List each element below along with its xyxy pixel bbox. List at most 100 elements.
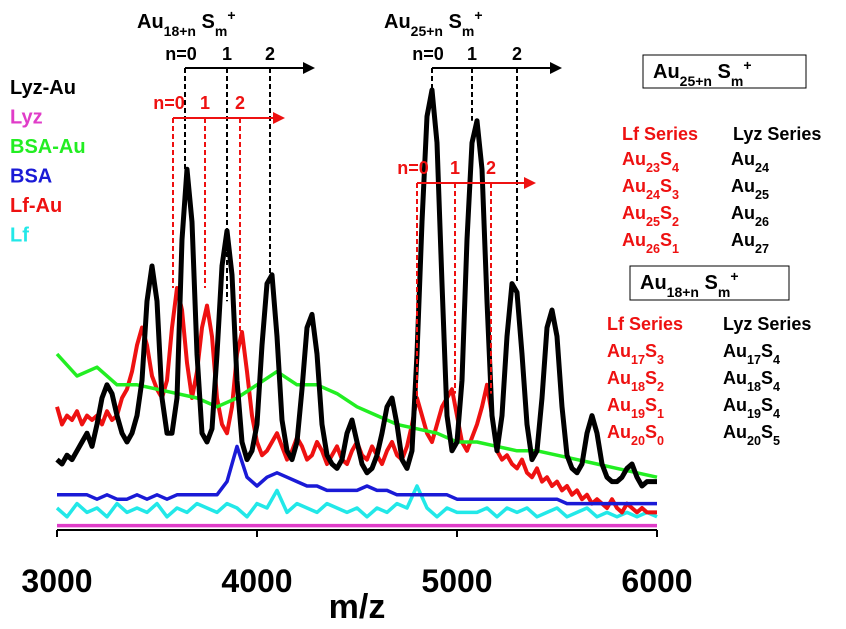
formula-part: Au (731, 176, 755, 196)
formula-part: Au (607, 368, 631, 388)
marker-label: 2 (265, 44, 275, 64)
x-axis-label: m/z (329, 588, 386, 626)
legend-entry: Lf-Au (10, 195, 62, 217)
box-formula: Au18+n Sm+ (640, 268, 739, 300)
series-formula: Au26 (731, 203, 769, 229)
formula-part: 24 (646, 188, 660, 202)
formula-part: 5 (773, 434, 780, 448)
formula-part: Au (653, 61, 680, 83)
formula-part: Au (622, 203, 646, 223)
marker-label: 1 (467, 44, 477, 64)
series-formula: Au25 (731, 176, 769, 202)
series-formula: Au27 (731, 230, 769, 256)
formula-part: 19 (631, 407, 645, 421)
series-formula: Au18S2 (607, 368, 664, 394)
legend-entry: Lyz-Au (10, 77, 76, 99)
marker-label: 1 (450, 158, 460, 178)
marker-label: 1 (200, 93, 210, 113)
formula-part: S (761, 341, 773, 361)
formula-part: Au (723, 368, 747, 388)
formula-part: 4 (773, 407, 780, 421)
formula-part: S (443, 11, 462, 33)
formula-box (629, 265, 790, 301)
formula-part: 25 (646, 215, 660, 229)
formula-part: S (761, 422, 773, 442)
marker-label: 2 (512, 44, 522, 64)
formula-part: 18+n (667, 284, 699, 300)
formula-part: 18+n (164, 23, 196, 39)
formula-part: S (712, 61, 731, 83)
legend-entry: Lf (10, 225, 29, 247)
formula-part: + (743, 57, 751, 73)
column-header: Lyz Series (723, 314, 811, 334)
formula-part: Au (731, 149, 755, 169)
marker-arrowhead (550, 62, 562, 74)
formula-part: S (660, 149, 672, 169)
legend-entry: Lyz (10, 107, 43, 129)
formula-part: 26 (755, 215, 769, 229)
series-formula: Au17S3 (607, 341, 664, 367)
marker-arrowhead (303, 62, 315, 74)
formula-box (642, 54, 807, 89)
series-formula: Au24S3 (622, 176, 679, 202)
marker-label: n=0 (412, 44, 444, 64)
marker-title: Au18+n Sm+ (137, 7, 236, 39)
formula-part: Au (607, 341, 631, 361)
series-line (55, 484, 658, 519)
marker-arrowhead (524, 177, 536, 189)
series-formula: Au24 (731, 149, 769, 175)
formula-part: S (645, 368, 657, 388)
formula-part: Au (731, 203, 755, 223)
marker-title: Au25+n Sm+ (384, 7, 483, 39)
legend-entry: BSA (10, 166, 52, 188)
formula-part: Au (622, 230, 646, 250)
formula-part: 25+n (411, 23, 443, 39)
x-tick-label: 4000 (221, 563, 292, 599)
formula-part: m (718, 284, 730, 300)
formula-part: 3 (672, 188, 679, 202)
formula-part: 27 (755, 242, 769, 256)
formula-part: 18 (631, 380, 645, 394)
formula-part: S (761, 395, 773, 415)
marker-label: n=0 (165, 44, 197, 64)
formula-part: 17 (631, 353, 645, 367)
formula-part: 26 (646, 242, 660, 256)
formula-part: S (660, 203, 672, 223)
series-formula: Au18S4 (723, 368, 780, 394)
formula-part: Au (137, 11, 164, 33)
formula-part: + (227, 7, 235, 23)
formula-part: S (660, 176, 672, 196)
formula-part: S (196, 11, 215, 33)
formula-part: S (645, 341, 657, 361)
marker-label: n=0 (153, 93, 185, 113)
series-formula: Au20S0 (607, 422, 664, 448)
formula-part: Au (723, 422, 747, 442)
column-header: Lyz Series (733, 124, 821, 144)
series-line (55, 352, 658, 479)
formula-part: 25 (755, 188, 769, 202)
formula-part: S (645, 395, 657, 415)
formula-part: 4 (672, 161, 679, 175)
series-line (57, 444, 657, 506)
formula-part: Au (622, 176, 646, 196)
formula-part: 18 (747, 380, 761, 394)
series-formula: Au19S1 (607, 395, 664, 421)
x-tick-label: 3000 (21, 563, 92, 599)
series-formula: Au25S2 (622, 203, 679, 229)
legend-entry: BSA-Au (10, 136, 86, 158)
formula-part: 2 (672, 215, 679, 229)
formula-part: m (462, 23, 474, 39)
column-header: Lf Series (607, 314, 683, 334)
formula-part: 23 (646, 161, 660, 175)
formula-part: 24 (755, 161, 769, 175)
formula-part: Au (723, 341, 747, 361)
formula-part: 19 (747, 407, 761, 421)
series-formula: Au26S1 (622, 230, 679, 256)
column-header: Lf Series (622, 124, 698, 144)
marker-label: 2 (235, 93, 245, 113)
formula-part: 17 (747, 353, 761, 367)
series-formula: Au17S4 (723, 341, 780, 367)
series-formula: Au23S4 (622, 149, 679, 175)
formula-part: Au (723, 395, 747, 415)
marker-label: 2 (486, 158, 496, 178)
